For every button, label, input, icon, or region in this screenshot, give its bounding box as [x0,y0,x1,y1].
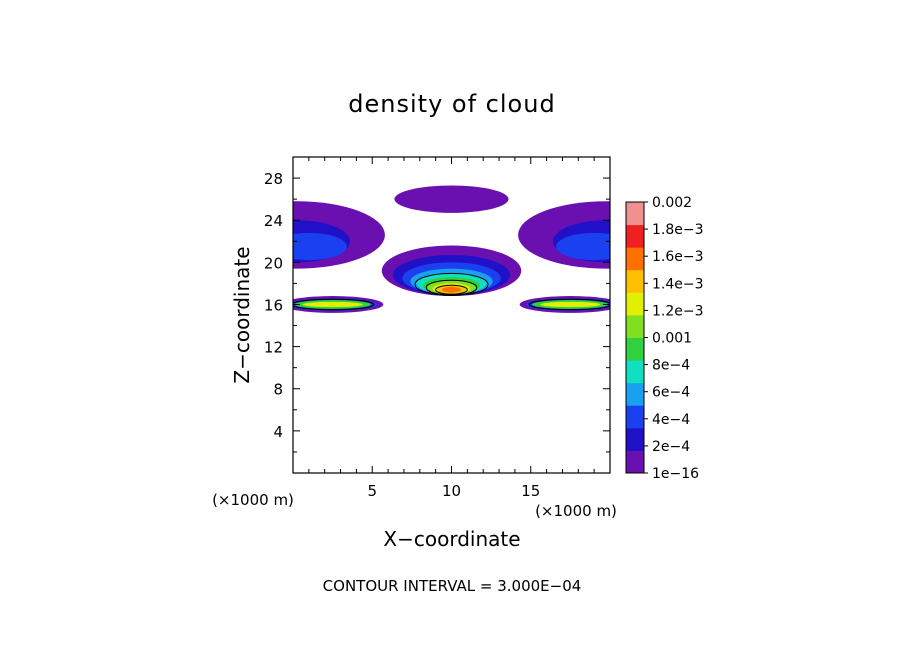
colorbar-label: 1.4e−3 [652,276,704,292]
contour-line [425,279,478,296]
colorbar-label: 1.2e−3 [652,303,704,319]
contour-line [528,298,610,311]
colorbar-swatch [626,224,644,248]
colorbar-label: 0.002 [652,195,692,211]
y-tick-label: 28 [264,170,283,188]
x-tick-label: 15 [521,482,540,500]
colorbar-label: 1.8e−3 [652,222,704,238]
colorbar [625,201,648,474]
x-tick-label: 10 [442,482,461,500]
contour-band [394,185,509,213]
contour-band [556,232,610,261]
colorbar-swatch [626,292,644,316]
colorbar-swatch [626,314,644,338]
colorbar-label: 2e−4 [652,439,690,455]
colorbar-swatch [626,337,644,361]
y-tick-label: 8 [273,381,283,399]
colorbar-label: 1.6e−3 [652,249,704,265]
colorbar-swatch [626,360,644,384]
y-tick-labels: 4 8 12 16 20 24 28 [264,170,283,441]
density-contour-field [293,185,610,313]
colorbar-labels: 1e−16 2e−4 4e−4 6e−4 8e−4 0.001 1.2e−3 1.4e−3 1.… [652,195,704,482]
colorbar-label: 6e−4 [652,385,690,401]
contour-line [435,284,468,295]
contour-band [441,286,462,293]
colorbar-swatch [626,450,644,474]
x-tick-label: 5 [367,482,377,500]
contour-band [540,301,601,308]
x-tick-labels: 5 10 15 [367,482,540,500]
colorbar-label: 1e−16 [652,466,699,482]
contour-band [302,301,363,308]
colorbar-swatch [626,247,644,271]
colorbar-label: 0.001 [652,331,692,347]
x-unit-right: (×1000 m) [535,502,617,520]
colorbar-swatch [626,202,644,226]
contour-interval-note: CONTOUR INTERVAL = 3.000E−04 [323,577,582,595]
contour-band [293,232,347,261]
x-unit-left: (×1000 m) [212,491,294,509]
y-tick-label: 20 [264,254,283,272]
colorbar-label: 4e−4 [652,412,690,428]
x-axis-label: X−coordinate [383,527,520,551]
y-axis-label: Z−coordinate [230,246,254,383]
contour-line [293,298,375,311]
y-tick-label: 4 [273,423,283,441]
contour-line [414,272,489,297]
colorbar-swatch [626,427,644,451]
y-tick-label: 12 [264,339,283,357]
colorbar-swatch [626,382,644,406]
chart-title: density of cloud [348,90,555,118]
axis-ticks [293,157,610,473]
y-tick-label: 16 [264,296,283,314]
y-tick-label: 24 [264,212,283,230]
colorbar-swatch [626,269,644,293]
colorbar-label: 8e−4 [652,358,690,374]
colorbar-swatch [626,405,644,429]
